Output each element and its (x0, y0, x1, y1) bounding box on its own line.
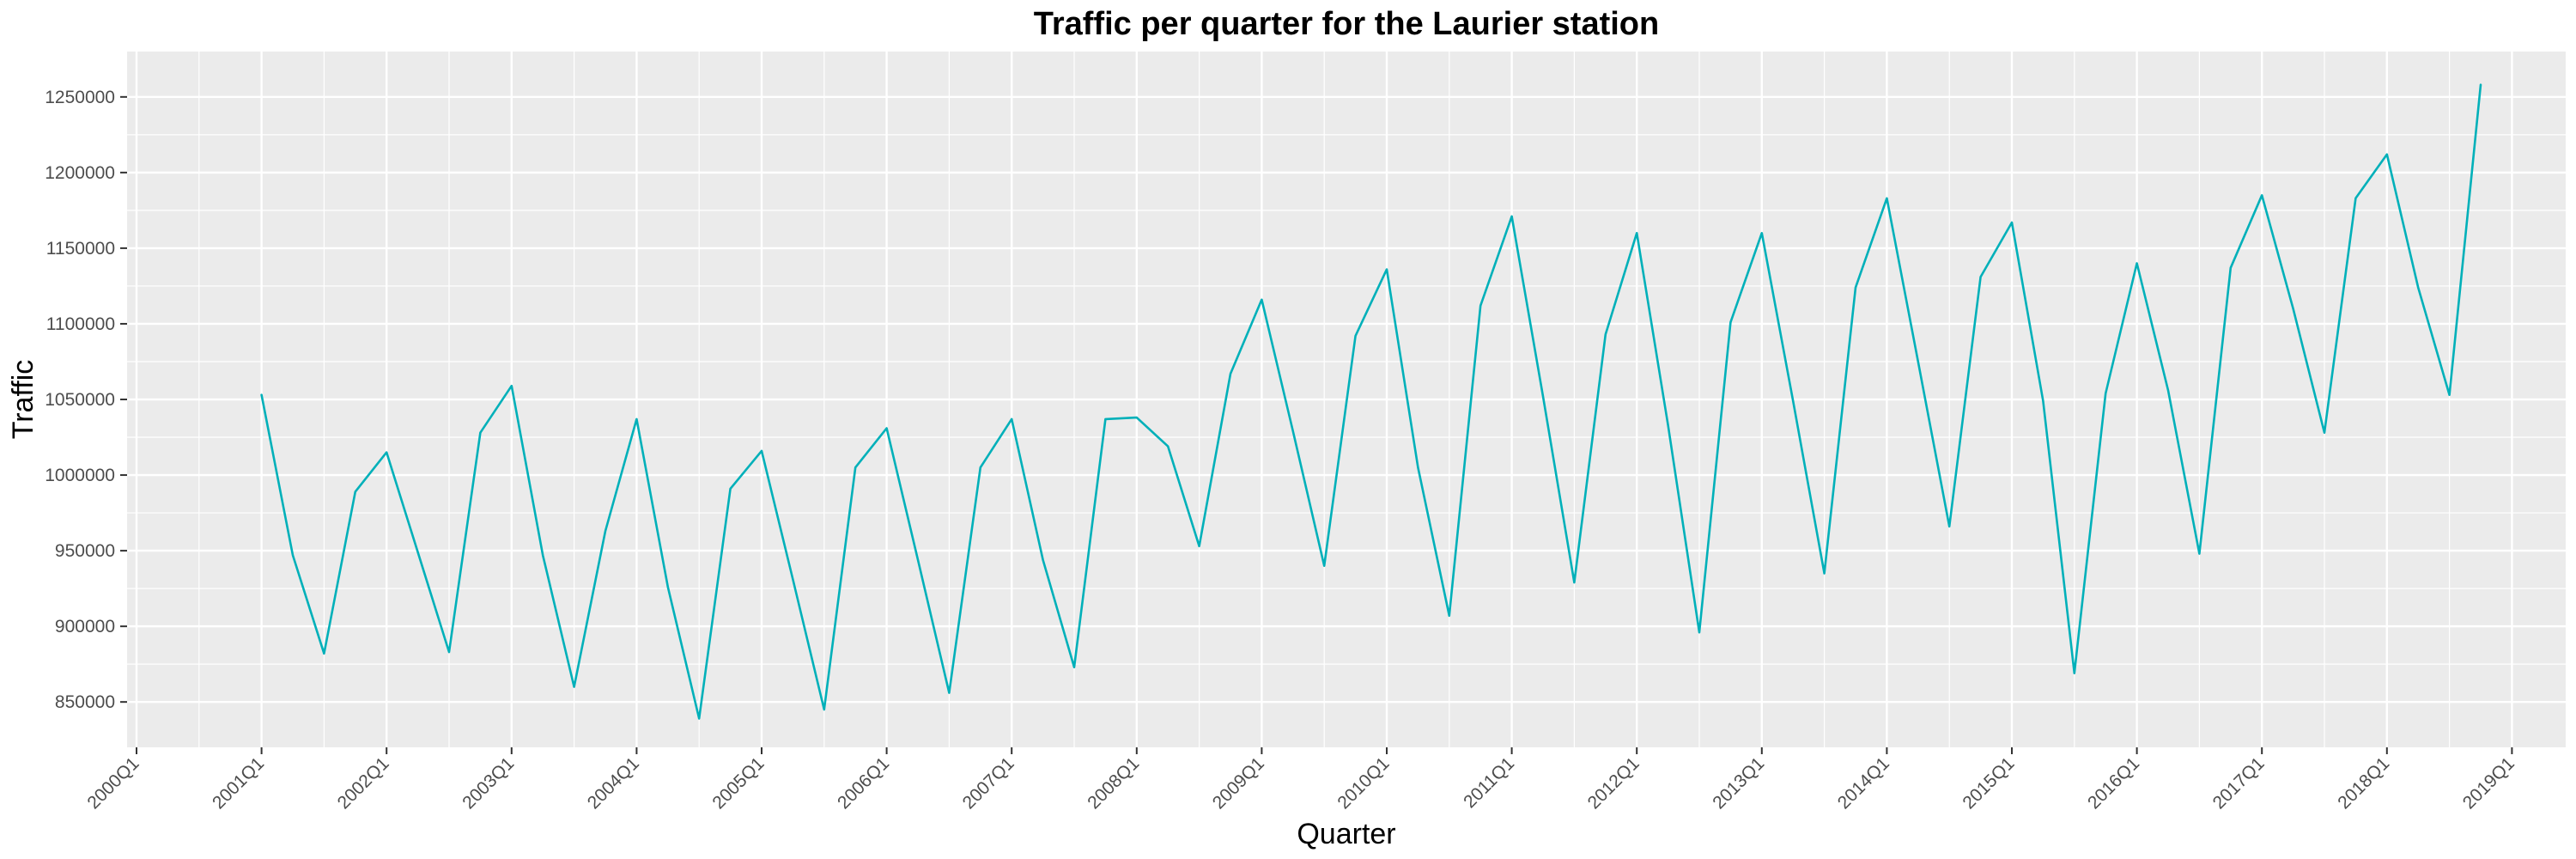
x-tick-label: 2014Q1 (1834, 753, 1893, 813)
y-tick-label: 850000 (55, 692, 115, 712)
x-tick-label: 2003Q1 (459, 753, 518, 813)
x-tick-label: 2013Q1 (1709, 753, 1768, 813)
x-tick-label: 2012Q1 (1584, 753, 1643, 813)
x-tick-label: 2010Q1 (1334, 753, 1393, 813)
x-axis: 2000Q1 2001Q1 2002Q1 2003Q1 2004Q1 2005Q1 2006… (83, 747, 2518, 813)
x-axis-title: Quarter (1297, 818, 1395, 850)
y-axis: 850000 900000 950000 1000000 1050000 1100000 1… (45, 88, 127, 712)
x-tick-label: 2000Q1 (83, 753, 143, 813)
y-tick-label: 1000000 (45, 466, 115, 485)
x-tick-label: 2004Q1 (584, 753, 643, 813)
x-tick-label: 2002Q1 (334, 753, 393, 813)
x-tick-label: 2001Q1 (209, 753, 268, 813)
y-axis-title: Traffic (7, 360, 39, 440)
x-tick-label: 2006Q1 (834, 753, 893, 813)
x-tick-label: 2015Q1 (1959, 753, 2018, 813)
y-tick-label: 1150000 (46, 239, 115, 259)
x-tick-label: 2011Q1 (1460, 753, 1518, 812)
y-tick-label: 1100000 (46, 314, 115, 334)
x-tick-label: 2018Q1 (2334, 753, 2393, 813)
series-layer (260, 83, 2482, 720)
x-tick-label: 2019Q1 (2459, 753, 2518, 813)
y-tick-label: 1250000 (45, 88, 115, 107)
x-tick-label: 2007Q1 (959, 753, 1018, 813)
chart-title: Traffic per quarter for the Laurier stat… (1034, 6, 1659, 42)
major-grid (127, 52, 2566, 747)
x-tick-label: 2009Q1 (1209, 753, 1268, 813)
y-tick-label: 1050000 (45, 390, 115, 410)
y-tick-label: 1200000 (45, 163, 115, 183)
y-tick-label: 900000 (55, 617, 115, 637)
x-tick-label: 2008Q1 (1084, 753, 1143, 813)
series-line (260, 83, 2482, 720)
y-tick-label: 950000 (55, 541, 115, 561)
x-tick-label: 2017Q1 (2209, 753, 2269, 813)
x-tick-label: 2016Q1 (2084, 753, 2143, 813)
x-tick-label: 2005Q1 (708, 753, 768, 813)
